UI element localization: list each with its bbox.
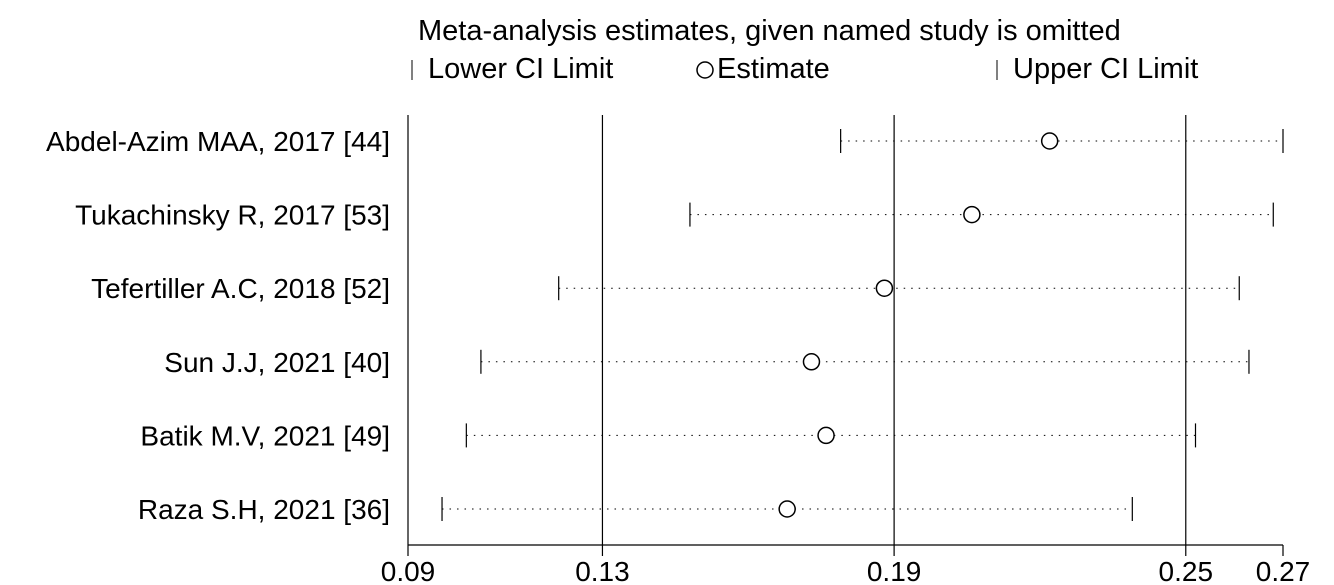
study-row: Raza S.H, 2021 [36] <box>138 494 1133 525</box>
x-tick-label: 0.19 <box>867 556 922 585</box>
legend: Lower CI Limit Estimate Upper CI Limit <box>411 53 1198 85</box>
estimate-marker <box>817 426 835 445</box>
estimate-marker <box>802 353 821 371</box>
study-label: Batik M.V, 2021 [49] <box>140 420 390 451</box>
study-row: Tefertiller A.C, 2018 [52] <box>91 273 1240 304</box>
study-label: Raza S.H, 2021 [36] <box>138 494 390 525</box>
study-row: Batik M.V, 2021 [49] <box>140 420 1197 451</box>
legend-lower-label: Lower CI Limit <box>428 53 613 85</box>
legend-upper-label: Upper CI Limit <box>1013 53 1198 85</box>
x-tick-label: 0.27 <box>1256 556 1311 585</box>
estimate-marker <box>778 500 796 518</box>
study-label: Tukachinsky R, 2017 [53] <box>75 200 390 231</box>
reference-lines <box>601 115 1187 545</box>
study-rows: Abdel-Azim MAA, 2017 [44] Tukachinsky R, … <box>46 126 1284 525</box>
estimate-marker <box>1040 132 1059 150</box>
legend-estimate-marker <box>696 61 714 79</box>
study-label: Tefertiller A.C, 2018 [52] <box>91 273 390 304</box>
x-tick-label: 0.09 <box>381 556 436 585</box>
study-row: Abdel-Azim MAA, 2017 [44] <box>46 126 1284 157</box>
x-tick-label: 0.13 <box>575 556 630 585</box>
estimate-marker <box>963 205 981 224</box>
chart-title: Meta-analysis estimates, given named stu… <box>418 15 1121 47</box>
study-label: Sun J.J, 2021 [40] <box>164 347 390 378</box>
x-tick-label: 0.25 <box>1159 556 1214 585</box>
study-row: Tukachinsky R, 2017 [53] <box>75 200 1274 231</box>
x-axis: 0.09 0.13 0.19 0.25 0.27 <box>381 544 1311 585</box>
estimate-marker <box>875 279 894 297</box>
study-label: Abdel-Azim MAA, 2017 [44] <box>46 126 390 157</box>
legend-estimate-label: Estimate <box>717 53 830 85</box>
study-row: Sun J.J, 2021 [40] <box>164 347 1250 378</box>
